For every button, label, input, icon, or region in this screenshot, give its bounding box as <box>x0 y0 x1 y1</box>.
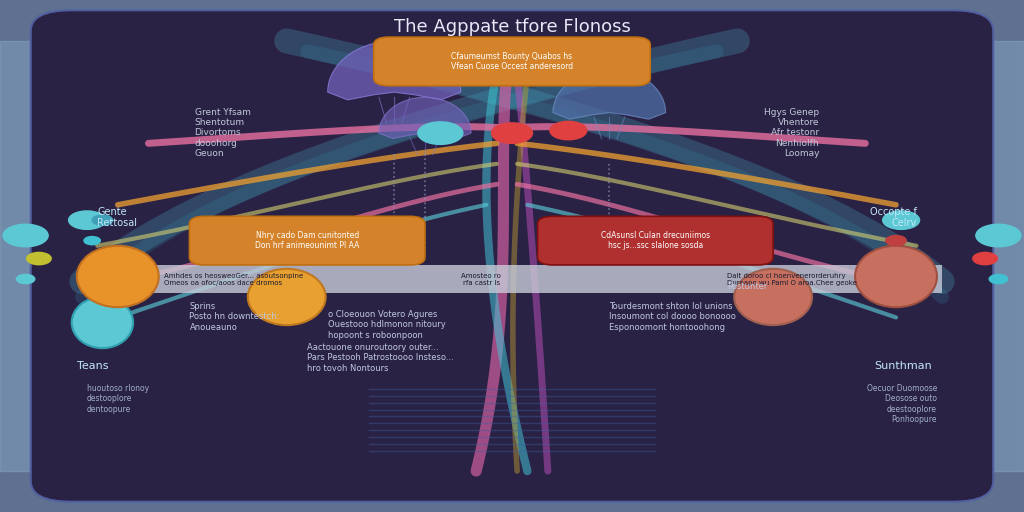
Text: Postunter: Postunter <box>727 282 767 291</box>
Text: Amhdes os heosweoGer... asoutsonpine
Omeos oa ofoc/aoos dace dromos: Amhdes os heosweoGer... asoutsonpine Ome… <box>164 272 303 286</box>
Circle shape <box>3 224 48 247</box>
Circle shape <box>84 237 100 245</box>
FancyBboxPatch shape <box>374 37 650 86</box>
Ellipse shape <box>855 246 937 307</box>
Text: o Cloeouon Votero Agures
Ouestooo hdlmonon nitoury
hopoont s roboonpoon: o Cloeouon Votero Agures Ouestooo hdlmon… <box>328 310 445 339</box>
Text: Hgys Genep
Vhentore
Afr testonr
Nenhiolfh
Loomay: Hgys Genep Vhentore Afr testonr Nenhiolf… <box>764 108 819 158</box>
Ellipse shape <box>77 246 159 307</box>
Circle shape <box>989 274 1008 284</box>
Polygon shape <box>328 41 461 100</box>
Text: huoutoso rlonoy
destooplore
dentoopure: huoutoso rlonoy destooplore dentoopure <box>87 384 150 414</box>
FancyBboxPatch shape <box>538 216 773 265</box>
Text: Dalt doroo cl hoenvenerorderuhry
Duraapo wu Paml O aroa.Chee geoke: Dalt doroo cl hoenvenerorderuhry Duraapo… <box>727 272 857 286</box>
Circle shape <box>883 211 920 229</box>
Circle shape <box>92 215 113 225</box>
FancyBboxPatch shape <box>31 10 993 502</box>
Text: Nhry cado Dam cunitonted
Don hrf animeounimt Pl AA: Nhry cado Dam cunitonted Don hrf animeou… <box>255 231 359 250</box>
Text: CdAsunsl Culan drecuniimos
hsc js...ssc slalone sosda: CdAsunsl Culan drecuniimos hsc js...ssc … <box>601 231 710 250</box>
Circle shape <box>973 252 997 265</box>
Text: Sunthman: Sunthman <box>874 361 932 371</box>
FancyBboxPatch shape <box>82 265 942 293</box>
Ellipse shape <box>734 269 812 325</box>
Circle shape <box>492 123 532 143</box>
Text: Amosteo ro
rfa castr ls: Amosteo ro rfa castr ls <box>462 272 501 286</box>
Circle shape <box>418 122 463 144</box>
Text: Grent Yfsam
Shentotum
Divortoms
dooohorg
Geuon: Grent Yfsam Shentotum Divortoms dooohorg… <box>195 108 251 158</box>
Circle shape <box>886 236 906 246</box>
Circle shape <box>16 274 35 284</box>
Text: Occopte f
Celrv: Occopte f Celrv <box>869 207 916 228</box>
Text: The Agppate tfore Flonoss: The Agppate tfore Flonoss <box>393 18 631 36</box>
Text: Teans: Teans <box>77 361 109 371</box>
Text: Cfaumeumst Bounty Quabos hs
Vfean Cuose Occest anderesord: Cfaumeumst Bounty Quabos hs Vfean Cuose … <box>451 52 573 71</box>
Text: Sprins
Posto hn downtestch:
Anoueauno: Sprins Posto hn downtestch: Anoueauno <box>189 302 280 332</box>
Circle shape <box>27 252 51 265</box>
Text: Oecuor Duomoose
Deosose outo
deestooplore
Ponhoopure: Oecuor Duomoose Deosose outo deestooplor… <box>866 384 937 424</box>
Text: Gente
Rettosal: Gente Rettosal <box>97 207 137 228</box>
Ellipse shape <box>248 269 326 325</box>
Text: Aactouone onuroutoory outer...
Pars Pestooh Patrostoooo Insteso...
hro tovoh Non: Aactouone onuroutoory outer... Pars Pest… <box>307 343 454 373</box>
Circle shape <box>69 211 105 229</box>
FancyBboxPatch shape <box>189 216 425 265</box>
Polygon shape <box>553 69 666 119</box>
Ellipse shape <box>72 297 133 348</box>
Polygon shape <box>379 97 471 138</box>
Circle shape <box>550 121 587 140</box>
Circle shape <box>976 224 1021 247</box>
Text: Tourdesmont shton lol unions
Insoumont col doooo bonoooo
Esponoomont hontooohong: Tourdesmont shton lol unions Insoumont c… <box>609 302 736 332</box>
